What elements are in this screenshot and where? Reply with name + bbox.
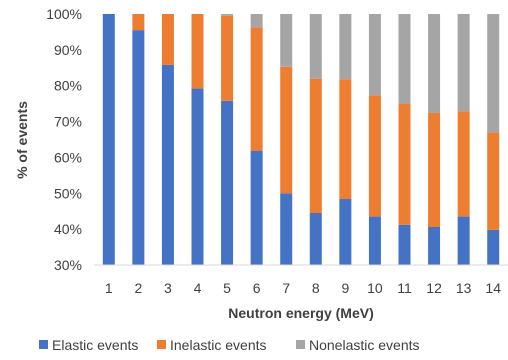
bar-segment bbox=[487, 14, 500, 133]
y-tick-label: 30% bbox=[54, 257, 82, 273]
x-tick-label: 11 bbox=[397, 280, 412, 296]
y-tick-label: 40% bbox=[54, 221, 82, 237]
bar-segment bbox=[487, 229, 500, 265]
bar-segment bbox=[398, 104, 411, 225]
x-tick-label: 2 bbox=[134, 280, 142, 296]
bar-segment bbox=[428, 14, 441, 113]
bar-segment bbox=[280, 193, 293, 265]
bars bbox=[102, 14, 500, 266]
bar-segment bbox=[161, 14, 174, 65]
bar-segment bbox=[398, 14, 411, 105]
x-tick-label: 3 bbox=[164, 280, 172, 296]
bar-segment bbox=[339, 79, 352, 200]
bar-segment bbox=[132, 30, 145, 266]
bar-segment bbox=[309, 78, 322, 214]
y-tick-label: 80% bbox=[54, 78, 82, 94]
bar-segment bbox=[457, 216, 470, 265]
legend-item: Inelastic events bbox=[157, 337, 267, 353]
legend-label: Elastic events bbox=[52, 337, 138, 353]
bar-segment bbox=[339, 199, 352, 265]
bar-segment bbox=[250, 14, 263, 28]
bar-segment bbox=[132, 14, 145, 31]
bar-segment bbox=[368, 14, 381, 96]
bar-segment bbox=[457, 111, 470, 217]
legend-swatch bbox=[39, 340, 48, 349]
legend: Elastic events Inelastic events Nonelastic… bbox=[39, 337, 420, 353]
legend-item: Elastic events bbox=[39, 337, 138, 353]
bar-segment bbox=[250, 150, 263, 265]
bar-segment bbox=[368, 216, 381, 265]
y-tick-label: 70% bbox=[54, 114, 82, 130]
legend-item: Nonelastic events bbox=[296, 337, 420, 353]
bar-segment bbox=[191, 14, 204, 89]
x-tick-label: 12 bbox=[426, 280, 442, 296]
bar-segment bbox=[457, 14, 470, 112]
x-tick-label: 13 bbox=[456, 280, 472, 296]
legend-swatch bbox=[296, 340, 305, 349]
bar-segment bbox=[221, 15, 234, 101]
x-tick-label: 1 bbox=[105, 280, 113, 296]
x-tick-label: 6 bbox=[253, 280, 261, 296]
bar-segment bbox=[309, 213, 322, 265]
bar-segment bbox=[487, 132, 500, 230]
bar-segment bbox=[398, 224, 411, 265]
bar-segment bbox=[428, 226, 441, 265]
x-tick-label: 7 bbox=[282, 280, 290, 296]
legend-swatch bbox=[157, 340, 166, 349]
bar-segment bbox=[102, 14, 115, 265]
x-tick-label: 10 bbox=[367, 280, 383, 296]
y-tick-label: 50% bbox=[54, 185, 82, 201]
x-tick-label: 5 bbox=[223, 280, 231, 296]
bar-segment bbox=[339, 14, 352, 80]
bar-segment bbox=[280, 66, 293, 194]
x-tick-label: 9 bbox=[341, 280, 349, 296]
bar-segment bbox=[221, 100, 234, 265]
y-tick-label: 100% bbox=[46, 6, 82, 22]
x-axis-ticks: 1 2 3 4 5 6 7 8 9 10 11 12 13 14 bbox=[105, 280, 501, 296]
y-axis-title: % of events bbox=[14, 101, 30, 179]
bar-segment bbox=[368, 95, 381, 217]
bar-segment bbox=[309, 14, 322, 79]
bar-segment bbox=[280, 14, 293, 67]
x-tick-label: 4 bbox=[194, 280, 202, 296]
bar-segment bbox=[221, 14, 234, 16]
x-tick-label: 8 bbox=[312, 280, 320, 296]
legend-label: Nonelastic events bbox=[309, 337, 420, 353]
x-axis-title: Neutron energy (MeV) bbox=[228, 305, 373, 321]
y-axis-ticks: 30% 40% 50% 60% 70% 80% 90% 100% bbox=[46, 6, 82, 273]
x-tick-label: 14 bbox=[485, 280, 501, 296]
bar-segment bbox=[191, 88, 204, 265]
y-tick-label: 60% bbox=[54, 149, 82, 165]
bar-segment bbox=[250, 27, 263, 151]
y-tick-label: 90% bbox=[54, 42, 82, 58]
legend-label: Inelastic events bbox=[170, 337, 267, 353]
bar-segment bbox=[428, 112, 441, 227]
bar-segment bbox=[161, 64, 174, 265]
